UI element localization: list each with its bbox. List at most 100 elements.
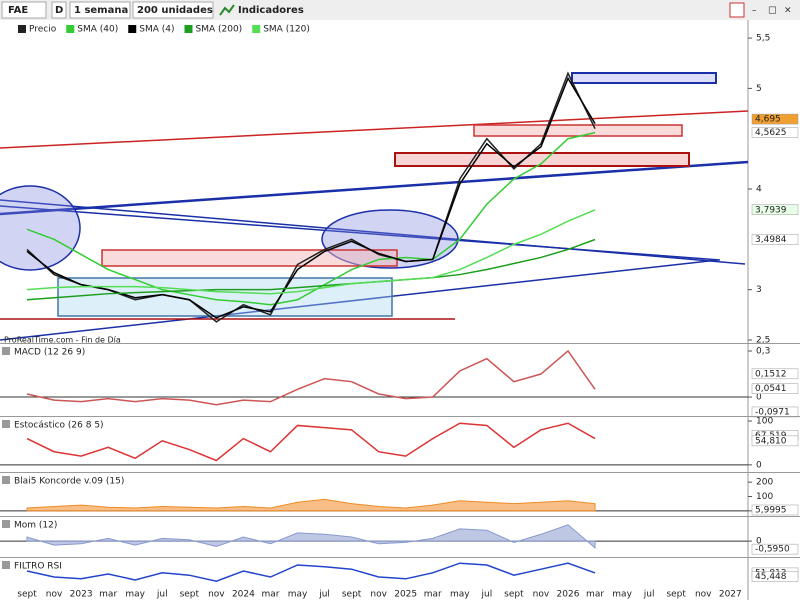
- x-tick-label: 2023: [70, 590, 93, 600]
- value-marker-label: 54,810: [755, 436, 787, 446]
- y-tick-label: 2,5: [756, 335, 770, 345]
- x-tick-label: mar: [424, 590, 442, 600]
- close[interactable]: ×: [784, 6, 792, 16]
- x-tick-label: 2024: [232, 590, 255, 600]
- series-line: [26, 209, 596, 295]
- panel-title: Mom (12): [14, 521, 57, 531]
- mode-box[interactable]: [51, 1, 67, 19]
- legend-label: SMA (120): [263, 25, 310, 35]
- series-line: [26, 422, 596, 462]
- zone: [101, 249, 398, 267]
- legend-swatch: [252, 25, 261, 33]
- x-tick-label: nov: [695, 590, 712, 600]
- maximize[interactable]: □: [768, 6, 777, 16]
- value-marker-label: 5,9995: [755, 505, 787, 515]
- indicators-icon[interactable]: [219, 4, 235, 16]
- value-marker-label: 0,1512: [755, 369, 787, 379]
- x-tick-label: nov: [46, 590, 63, 600]
- legend-swatch: [128, 25, 137, 33]
- series-line: [26, 349, 596, 406]
- minimize[interactable]: –: [752, 6, 757, 16]
- value-marker-label: 3,4984: [755, 235, 787, 245]
- legend-swatch: [66, 25, 75, 33]
- x-tick-label: jul: [318, 590, 330, 600]
- x-tick-label: may: [288, 590, 308, 600]
- x-tick-label: nov: [370, 590, 387, 600]
- y-tick-label: 5: [756, 84, 762, 94]
- value-marker-label: 45,448: [755, 572, 787, 582]
- value-marker: [751, 204, 799, 216]
- series-line: [26, 238, 596, 301]
- panel-title-box: [2, 561, 10, 569]
- value-marker: [751, 127, 799, 138]
- x-tick-label: may: [125, 590, 145, 600]
- value-marker: [751, 383, 799, 394]
- drawings: [0, 72, 749, 341]
- trendline: [0, 205, 721, 261]
- symbol-box[interactable]: [1, 1, 47, 19]
- value-marker-label: 4,695: [755, 115, 781, 125]
- panel-title-box: [2, 347, 10, 355]
- series-line: [26, 71, 596, 323]
- value-marker-label: -0,5950: [755, 545, 790, 555]
- period[interactable]: 1 semana: [74, 5, 128, 16]
- legend-swatch: [184, 25, 193, 33]
- x-tick-label: sept: [342, 590, 362, 600]
- x-tick-label: nov: [533, 590, 550, 600]
- value-marker: [751, 435, 799, 447]
- x-tick-label: sept: [504, 590, 524, 600]
- value-marker-label: 0,0541: [755, 384, 787, 394]
- zone: [0, 185, 81, 271]
- source: ProRealTime.com - Fin de Día: [4, 336, 121, 345]
- legend-label: SMA (200): [196, 25, 243, 35]
- x-tick-label: may: [450, 590, 470, 600]
- x-tick-label: jul: [643, 590, 655, 600]
- units-box[interactable]: [132, 1, 214, 19]
- trendline: [0, 199, 746, 265]
- value-marker: [751, 234, 799, 245]
- y-tick-label: 0: [756, 460, 762, 470]
- series-line: [26, 562, 596, 582]
- legend-label: SMA (4): [139, 25, 174, 35]
- zone: [394, 152, 690, 167]
- series-line: [26, 131, 596, 306]
- value-marker: [751, 504, 799, 516]
- panel-title-box: [2, 476, 10, 484]
- panel-title: FILTRO RSI: [14, 562, 62, 572]
- y-tick-label: 0: [756, 537, 762, 547]
- legend-label: Precio: [29, 25, 57, 35]
- panel-title-box: [2, 520, 10, 528]
- x-tick-label: may: [612, 590, 632, 600]
- value-marker: [751, 543, 799, 555]
- value-marker-label: -0,0971: [755, 407, 790, 417]
- value-marker-label: 4,5625: [755, 128, 787, 138]
- period-box[interactable]: [69, 1, 131, 19]
- x-tick-label: sept: [180, 590, 200, 600]
- indicators[interactable]: Indicadores: [238, 5, 304, 16]
- refresh-icon[interactable]: [729, 2, 745, 18]
- units[interactable]: 200 unidades: [137, 5, 213, 16]
- value-marker-label: 3,7939: [755, 205, 787, 215]
- series-area: [26, 498, 596, 512]
- zone: [473, 124, 683, 137]
- x-tick-label: mar: [586, 590, 604, 600]
- legend-swatch: [18, 25, 26, 33]
- x-tick-label: sept: [17, 590, 37, 600]
- x-tick-label: sept: [666, 590, 686, 600]
- y-tick-label: 100: [756, 492, 773, 502]
- legend-label: SMA (40): [77, 25, 118, 35]
- x-tick-label: jul: [156, 590, 168, 600]
- y-tick-label: 3: [756, 285, 762, 295]
- value-marker: [751, 571, 799, 582]
- symbol[interactable]: FAE: [8, 5, 28, 16]
- series-area: [26, 524, 596, 549]
- mode[interactable]: D: [55, 5, 63, 16]
- y-tick-label: 0: [756, 393, 762, 403]
- trendline: [0, 259, 719, 341]
- x-tick-label: 2027: [719, 590, 742, 600]
- panel-title: Estocástico (26 8 5): [14, 421, 104, 431]
- x-tick-label: mar: [99, 590, 117, 600]
- x-tick-label: jul: [480, 590, 492, 600]
- x-tick-label: mar: [261, 590, 279, 600]
- value-marker: [751, 368, 799, 380]
